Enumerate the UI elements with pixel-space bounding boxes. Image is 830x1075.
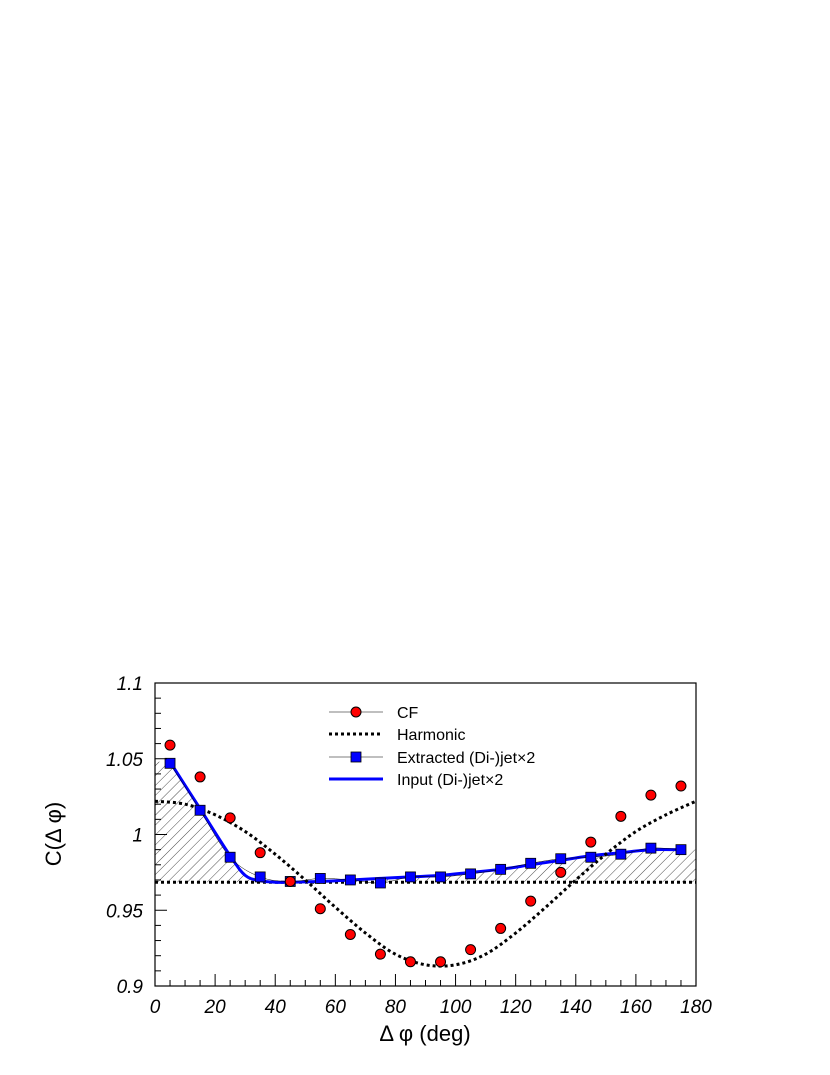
cf-point bbox=[314, 903, 326, 915]
legend-cf-label: CF bbox=[397, 705, 419, 722]
cf-point bbox=[224, 812, 236, 824]
legend-cf-marker bbox=[350, 706, 362, 718]
x-tick-label: 40 bbox=[265, 997, 287, 1018]
y-axis-title: C(Δ φ) bbox=[41, 802, 66, 866]
extracted-point bbox=[254, 871, 266, 883]
x-tick-label: 80 bbox=[385, 997, 407, 1018]
jet-hatched-area bbox=[155, 761, 696, 883]
y-tick-label: 1.1 bbox=[117, 674, 143, 695]
extracted-point bbox=[465, 868, 476, 880]
extracted-point bbox=[224, 851, 236, 863]
jet-hatch-fill bbox=[155, 761, 696, 883]
legend-item-extracted: Extracted (Di-)jet×2 bbox=[329, 750, 535, 767]
extracted-point bbox=[375, 877, 386, 889]
cf-point bbox=[645, 789, 657, 801]
cf-point bbox=[284, 875, 296, 887]
y-tick-label: 1 bbox=[132, 826, 143, 847]
cf-point bbox=[675, 780, 687, 792]
extracted-point bbox=[405, 871, 416, 883]
extracted-point bbox=[675, 844, 687, 856]
extracted-point bbox=[585, 851, 597, 863]
legend-item-harmonic: Harmonic bbox=[329, 727, 465, 744]
x-axis-title: Δ φ (deg) bbox=[379, 1021, 470, 1046]
legend-extracted-marker bbox=[350, 751, 362, 763]
extracted-point bbox=[314, 873, 326, 884]
x-tick-label: 100 bbox=[440, 997, 472, 1018]
cf-point bbox=[254, 847, 266, 859]
cf-point bbox=[495, 922, 507, 934]
extracted-point bbox=[555, 853, 567, 865]
cf-point bbox=[164, 739, 176, 751]
cf-point bbox=[615, 810, 627, 822]
legend: CF Harmonic Extracted (Di-)jet×2 Input (… bbox=[329, 705, 535, 789]
extracted-point bbox=[615, 848, 627, 860]
series-markers bbox=[164, 739, 687, 968]
extracted-point bbox=[435, 871, 446, 883]
cf-point bbox=[465, 944, 477, 956]
cf-point bbox=[435, 956, 447, 968]
extracted-point bbox=[164, 757, 176, 769]
extracted-point bbox=[645, 842, 657, 854]
cf-point bbox=[194, 771, 206, 783]
cf-point bbox=[555, 866, 567, 878]
extracted-point bbox=[525, 857, 537, 869]
x-tick-label: 180 bbox=[680, 997, 712, 1018]
legend-item-input: Input (Di-)jet×2 bbox=[329, 772, 503, 789]
x-tick-label: 0 bbox=[150, 997, 161, 1018]
extracted-point bbox=[344, 874, 356, 886]
x-tick-label: 140 bbox=[560, 997, 592, 1018]
cf-point bbox=[404, 956, 416, 968]
cf-point bbox=[585, 836, 597, 848]
series-line-harmonic bbox=[155, 799, 696, 968]
y-tick-label: 0.95 bbox=[106, 901, 143, 922]
legend-item-cf: CF bbox=[329, 705, 419, 722]
y-tick-label: 1.05 bbox=[106, 750, 143, 771]
x-tick-label: 20 bbox=[204, 997, 227, 1018]
x-tick-label: 120 bbox=[500, 997, 532, 1018]
legend-extracted-label: Extracted (Di-)jet×2 bbox=[397, 750, 535, 767]
cf-point bbox=[374, 948, 386, 960]
legend-harmonic-label: Harmonic bbox=[397, 727, 465, 744]
extracted-point bbox=[194, 804, 206, 816]
x-tick-label: 160 bbox=[620, 997, 652, 1018]
x-tick-label: 60 bbox=[325, 997, 347, 1018]
extracted-point bbox=[495, 863, 507, 875]
cf-point bbox=[344, 928, 356, 940]
legend-input-label: Input (Di-)jet×2 bbox=[397, 772, 503, 789]
y-tick-label: 0.9 bbox=[117, 977, 144, 998]
axis-ticks: 0 20 40 60 80 100 120 140 160 180 0.9 0.95 1 1.05 1.1 bbox=[106, 674, 712, 1018]
cf-point bbox=[525, 895, 537, 907]
